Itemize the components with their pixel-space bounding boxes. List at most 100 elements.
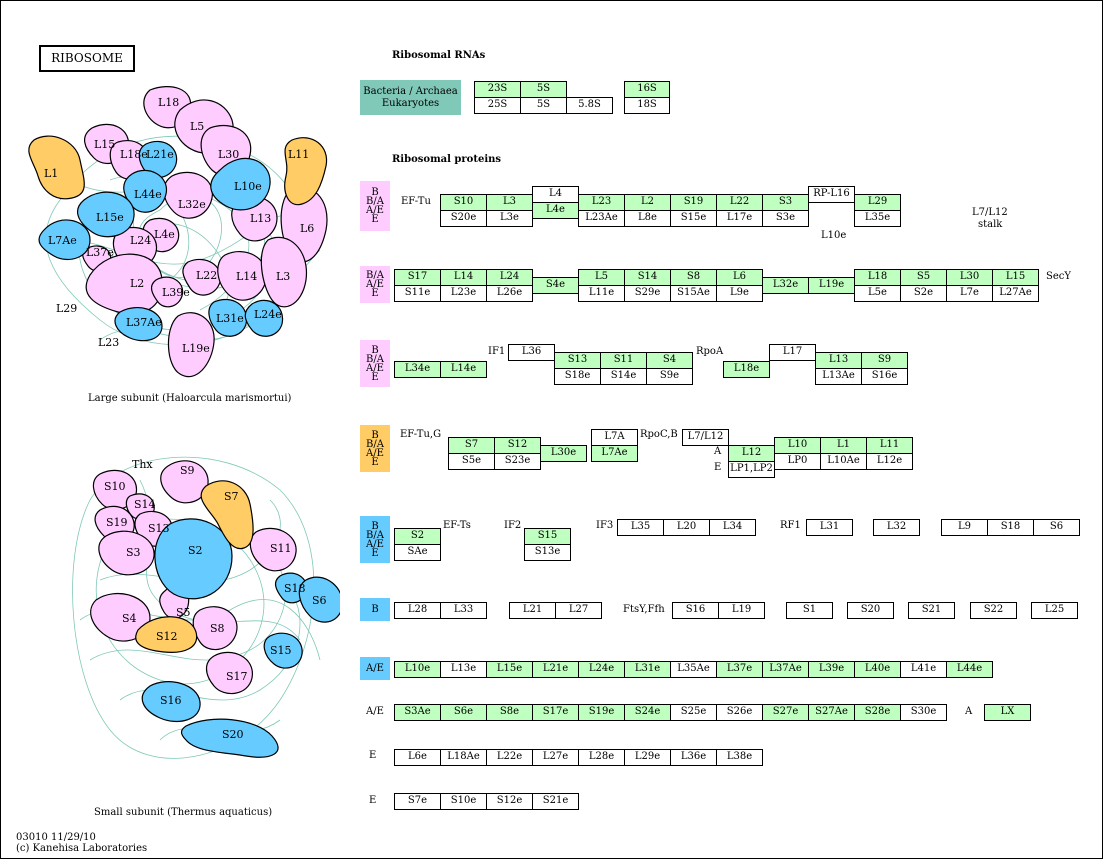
prot-L39e[interactable]: L39e xyxy=(808,661,855,678)
prot-S13e[interactable]: S13e xyxy=(524,544,571,561)
prot-S13[interactable]: S13 xyxy=(554,352,601,369)
prot-S9[interactable]: S9 xyxy=(861,352,908,369)
prot-L15e[interactable]: L15e xyxy=(486,661,533,678)
prot-S15Ae[interactable]: S15Ae xyxy=(670,285,717,302)
prot-S15e[interactable]: S15e xyxy=(670,210,717,227)
prot-L29e[interactable]: L29e xyxy=(624,749,671,766)
prot-S23e[interactable]: S23e xyxy=(494,453,541,470)
prot-L27Ae[interactable]: L27Ae xyxy=(992,285,1039,302)
prot-S6e[interactable]: S6e xyxy=(440,704,487,721)
prot-S30e[interactable]: S30e xyxy=(900,704,947,721)
protein-L32e[interactable] xyxy=(163,171,213,219)
prot-L36e[interactable]: L36e xyxy=(670,749,717,766)
prot-L24[interactable]: L24 xyxy=(486,269,533,286)
protein-L7Ae[interactable] xyxy=(38,219,91,261)
prot-L3[interactable]: L3 xyxy=(486,194,533,211)
prot-S8[interactable]: S8 xyxy=(670,269,717,286)
label-ef-tu-g[interactable]: EF-Tu,G xyxy=(400,429,442,440)
prot-S21[interactable]: S21 xyxy=(908,602,955,619)
prot-S14[interactable]: S14 xyxy=(624,269,671,286)
prot-L23Ae[interactable]: L23Ae xyxy=(578,210,625,227)
label-rpoa[interactable]: RpoA xyxy=(696,346,724,357)
prot-S10e[interactable]: S10e xyxy=(440,793,487,810)
prot-L13Ae[interactable]: L13Ae xyxy=(815,368,862,385)
rrna-18S[interactable]: 18S xyxy=(624,97,670,114)
prot-L6e[interactable]: L6e xyxy=(394,749,441,766)
protein-S16[interactable] xyxy=(141,681,201,723)
label-if3[interactable]: IF3 xyxy=(596,520,614,531)
prot-L7Ae[interactable]: L7Ae xyxy=(591,445,638,462)
prot-L27e[interactable]: L27e xyxy=(532,749,579,766)
prot-L17e[interactable]: L17e xyxy=(716,210,763,227)
prot-S11[interactable]: S11 xyxy=(600,352,647,369)
prot-S7e[interactable]: S7e xyxy=(394,793,441,810)
protein-S7[interactable] xyxy=(200,480,254,550)
prot-LP0[interactable]: LP0 xyxy=(774,453,821,470)
prot-L5e[interactable]: L5e xyxy=(854,285,901,302)
prot-S3[interactable]: S3 xyxy=(762,194,809,211)
prot-L41e[interactable]: L41e xyxy=(900,661,947,678)
protein-S18[interactable] xyxy=(274,572,308,604)
protein-L37Ae[interactable] xyxy=(114,307,163,342)
label-rpoc[interactable]: RpoC,B xyxy=(640,429,678,440)
prot-L32[interactable]: L32 xyxy=(873,519,920,536)
prot-L1[interactable]: L1 xyxy=(820,437,867,454)
protein-S2[interactable] xyxy=(154,518,233,600)
prot-L5[interactable]: L5 xyxy=(578,269,625,286)
prot-S5e[interactable]: S5e xyxy=(448,453,495,470)
prot-L19[interactable]: L19 xyxy=(718,602,765,619)
prot-S15[interactable]: S15 xyxy=(524,528,571,545)
protein-S8[interactable] xyxy=(192,606,238,651)
prot-LP1-LP2[interactable]: LP1,LP2 xyxy=(728,461,775,478)
prot-L6[interactable]: L6 xyxy=(716,269,763,286)
prot-S19[interactable]: S19 xyxy=(670,194,717,211)
prot-S4[interactable]: S4 xyxy=(646,352,693,369)
prot-S2[interactable]: S2 xyxy=(394,528,441,545)
prot-L15[interactable]: L15 xyxy=(992,269,1039,286)
protein-S20[interactable] xyxy=(180,718,279,758)
prot-L31[interactable]: L31 xyxy=(806,519,853,536)
prot-S3e[interactable]: S3e xyxy=(762,210,809,227)
prot-S10[interactable]: S10 xyxy=(440,194,487,211)
label-ftsy-ffh[interactable]: FtsY,Ffh xyxy=(623,604,665,615)
prot-S12[interactable]: S12 xyxy=(494,437,541,454)
prot-S26e[interactable]: S26e xyxy=(716,704,763,721)
prot-S16[interactable]: S16 xyxy=(672,602,719,619)
protein-L21e[interactable] xyxy=(138,140,178,179)
rrna-5S-bact[interactable]: 5S xyxy=(520,81,567,98)
prot-S25e[interactable]: S25e xyxy=(670,704,717,721)
label-secy[interactable]: SecY xyxy=(1046,271,1071,282)
prot-L30[interactable]: L30 xyxy=(946,269,993,286)
protein-L39e[interactable] xyxy=(150,276,184,308)
prot-RP-L16[interactable]: RP-L16 xyxy=(808,186,855,203)
prot-L11e[interactable]: L11e xyxy=(578,285,625,302)
prot-S6[interactable]: S6 xyxy=(1033,519,1080,536)
prot-L18Ae[interactable]: L18Ae xyxy=(440,749,487,766)
prot-L33[interactable]: L33 xyxy=(440,602,487,619)
prot-S12e[interactable]: S12e xyxy=(486,793,533,810)
prot-L25[interactable]: L25 xyxy=(1031,602,1078,619)
prot-L19e[interactable]: L19e xyxy=(808,277,855,294)
prot-L26e[interactable]: L26e xyxy=(486,285,533,302)
protein-L3[interactable] xyxy=(260,236,308,308)
prot-S19e[interactable]: S19e xyxy=(578,704,625,721)
prot-S20e[interactable]: S20e xyxy=(440,210,487,227)
prot-L10e[interactable]: L10e xyxy=(394,661,441,678)
prot-L21e[interactable]: L21e xyxy=(532,661,579,678)
prot-S28e[interactable]: S28e xyxy=(854,704,901,721)
prot-S21e[interactable]: S21e xyxy=(532,793,579,810)
prot-L35[interactable]: L35 xyxy=(617,519,664,536)
prot-L7A[interactable]: L7A xyxy=(591,429,638,446)
prot-L9e[interactable]: L9e xyxy=(716,285,763,302)
prot-L3e[interactable]: L3e xyxy=(486,210,533,227)
prot-L22e[interactable]: L22e xyxy=(486,749,533,766)
prot-L17[interactable]: L17 xyxy=(769,344,816,361)
prot-S29e[interactable]: S29e xyxy=(624,285,671,302)
prot-L38e[interactable]: L38e xyxy=(716,749,763,766)
prot-L9[interactable]: L9 xyxy=(941,519,988,536)
protein-L44e[interactable] xyxy=(123,169,167,213)
prot-L21[interactable]: L21 xyxy=(509,602,556,619)
prot-S18[interactable]: S18 xyxy=(987,519,1034,536)
prot-L32e[interactable]: L32e xyxy=(762,277,809,294)
prot-SAe[interactable]: SAe xyxy=(394,544,441,561)
